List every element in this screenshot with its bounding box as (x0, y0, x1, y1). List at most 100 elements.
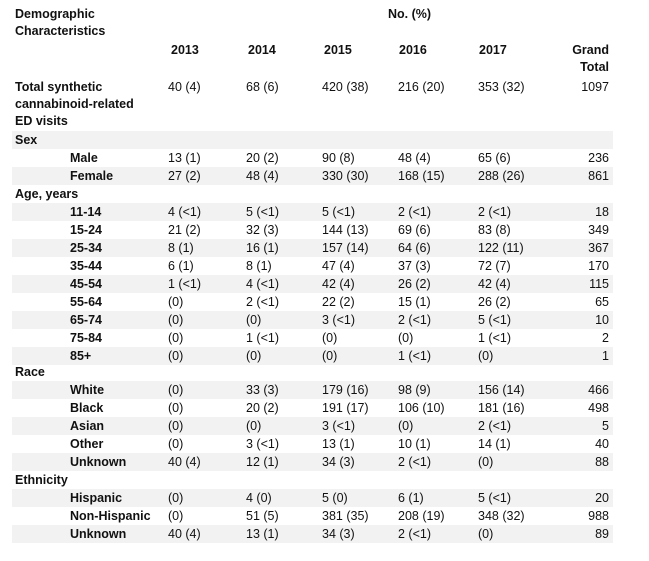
cell-2015: 5 (0) (322, 491, 348, 505)
cell-2016: 10 (1) (398, 437, 431, 451)
cell-2016: 98 (9) (398, 383, 431, 397)
cell-2017: 14 (1) (478, 437, 511, 451)
cell-2017: (0) (478, 349, 494, 363)
cell-2013: (0) (168, 295, 184, 309)
cell-2014: 4 (<1) (246, 277, 280, 291)
cell-2015: 90 (8) (322, 151, 355, 165)
total-value-grand: 1097 (581, 80, 609, 94)
total-value-2014: 68 (6) (246, 80, 279, 94)
cell-2014: 48 (4) (246, 169, 279, 183)
cell-2017: 5 (<1) (478, 491, 512, 505)
grand-line2: Total (580, 60, 609, 74)
cell-2013: 40 (4) (168, 455, 201, 469)
year-header-2013: 2013 (171, 43, 199, 57)
cell-2013: 13 (1) (168, 151, 201, 165)
cell-2013: (0) (168, 437, 184, 451)
section-header-race: Race (12, 363, 613, 381)
row-label: 75-84 (70, 331, 102, 345)
cell-2015: 22 (2) (322, 295, 355, 309)
cell-grand-total: 5 (602, 419, 609, 433)
no-percent-header: No. (%) (388, 7, 432, 21)
cell-2017: 65 (6) (478, 151, 511, 165)
cell-2014: 20 (2) (246, 151, 279, 165)
total-value-2015: 420 (38) (322, 80, 369, 94)
cell-2016: 1 (<1) (398, 349, 432, 363)
cell-2015: 47 (4) (322, 259, 355, 273)
grand-line1: Grand (572, 43, 609, 57)
section-header-sex: Sex (12, 131, 613, 149)
cell-grand-total: 349 (588, 223, 609, 237)
cell-2017: 288 (26) (478, 169, 525, 183)
cell-2013: (0) (168, 491, 184, 505)
cell-2017: 181 (16) (478, 401, 525, 415)
cell-2013: 8 (1) (168, 241, 194, 255)
row-label: 85+ (70, 349, 92, 363)
table-row: 65-74 (0) (0) 3 (<1) 2 (<1) 5 (<1) 10 (12, 311, 613, 329)
cell-2015: 34 (3) (322, 527, 355, 541)
cell-2015: (0) (322, 349, 338, 363)
year-header-2016: 2016 (399, 43, 427, 57)
cell-2014: (0) (246, 313, 262, 327)
cell-2013: (0) (168, 419, 184, 433)
row-label: 65-74 (70, 313, 102, 327)
cell-grand-total: 466 (588, 383, 609, 397)
row-label: Black (70, 401, 104, 415)
total-label-line1: Total synthetic (15, 80, 103, 94)
cell-2014: 51 (5) (246, 509, 279, 523)
cell-2014: (0) (246, 419, 262, 433)
cell-2017: 26 (2) (478, 295, 511, 309)
table-row: White (0) 33 (3) 179 (16) 98 (9) 156 (14… (12, 381, 613, 399)
cell-2016: 15 (1) (398, 295, 431, 309)
row-label: 45-54 (70, 277, 102, 291)
row-label: Hispanic (70, 491, 123, 505)
cell-2015: 157 (14) (322, 241, 369, 255)
row-label: 11-14 (70, 205, 102, 219)
cell-grand-total: 236 (588, 151, 609, 165)
cell-2017: 1 (<1) (478, 331, 512, 345)
row-label: Male (70, 151, 98, 165)
row-label: Non-Hispanic (70, 509, 151, 523)
cell-2015: (0) (322, 331, 338, 345)
table-row: Male 13 (1) 20 (2) 90 (8) 48 (4) 65 (6) … (12, 149, 613, 167)
table-row: 11-14 4 (<1) 5 (<1) 5 (<1) 2 (<1) 2 (<1)… (12, 203, 613, 221)
table-row: 45-54 1 (<1) 4 (<1) 42 (4) 26 (2) 42 (4)… (12, 275, 613, 293)
cell-2013: (0) (168, 383, 184, 397)
row-label: White (70, 383, 105, 397)
cell-grand-total: 1 (602, 349, 609, 363)
cell-2013: 40 (4) (168, 527, 201, 541)
table-row: Hispanic (0) 4 (0) 5 (0) 6 (1) 5 (<1) 20 (12, 489, 613, 507)
cell-2014: 20 (2) (246, 401, 279, 415)
row-label: 15-24 (70, 223, 102, 237)
row-label: Female (70, 169, 114, 183)
cell-2014: 33 (3) (246, 383, 279, 397)
cell-2013: 27 (2) (168, 169, 201, 183)
total-label-line2: cannabinoid-related (15, 97, 134, 111)
cell-2016: 168 (15) (398, 169, 445, 183)
total-value-2016: 216 (20) (398, 80, 445, 94)
table-row: 35-44 6 (1) 8 (1) 47 (4) 37 (3) 72 (7) 1… (12, 257, 613, 275)
cell-grand-total: 861 (588, 169, 609, 183)
cell-2015: 179 (16) (322, 383, 369, 397)
table-header-title: Demographic Characteristics (15, 6, 105, 40)
total-row-label: Total synthetic cannabinoid-related ED v… (15, 79, 155, 130)
cell-2015: 191 (17) (322, 401, 369, 415)
row-label: 55-64 (70, 295, 102, 309)
cell-2015: 5 (<1) (322, 205, 356, 219)
table-row: Unknown 40 (4) 13 (1) 34 (3) 2 (<1) (0) … (12, 525, 613, 543)
cell-2014: 2 (<1) (246, 295, 280, 309)
cell-grand-total: 115 (589, 277, 609, 291)
cell-2013: 1 (<1) (168, 277, 202, 291)
cell-2014: 12 (1) (246, 455, 279, 469)
total-value-2013: 40 (4) (168, 80, 201, 94)
table-row: Unknown 40 (4) 12 (1) 34 (3) 2 (<1) (0) … (12, 453, 613, 471)
year-header-2014: 2014 (248, 43, 276, 57)
cell-2016: 48 (4) (398, 151, 431, 165)
cell-2017: 122 (11) (478, 241, 524, 255)
cell-grand-total: 988 (588, 509, 609, 523)
table-row: 15-24 21 (2) 32 (3) 144 (13) 69 (6) 83 (… (12, 221, 613, 239)
cell-2016: 2 (<1) (398, 527, 432, 541)
row-label: Other (70, 437, 104, 451)
cell-2017: 5 (<1) (478, 313, 512, 327)
total-row-bg (12, 78, 613, 130)
